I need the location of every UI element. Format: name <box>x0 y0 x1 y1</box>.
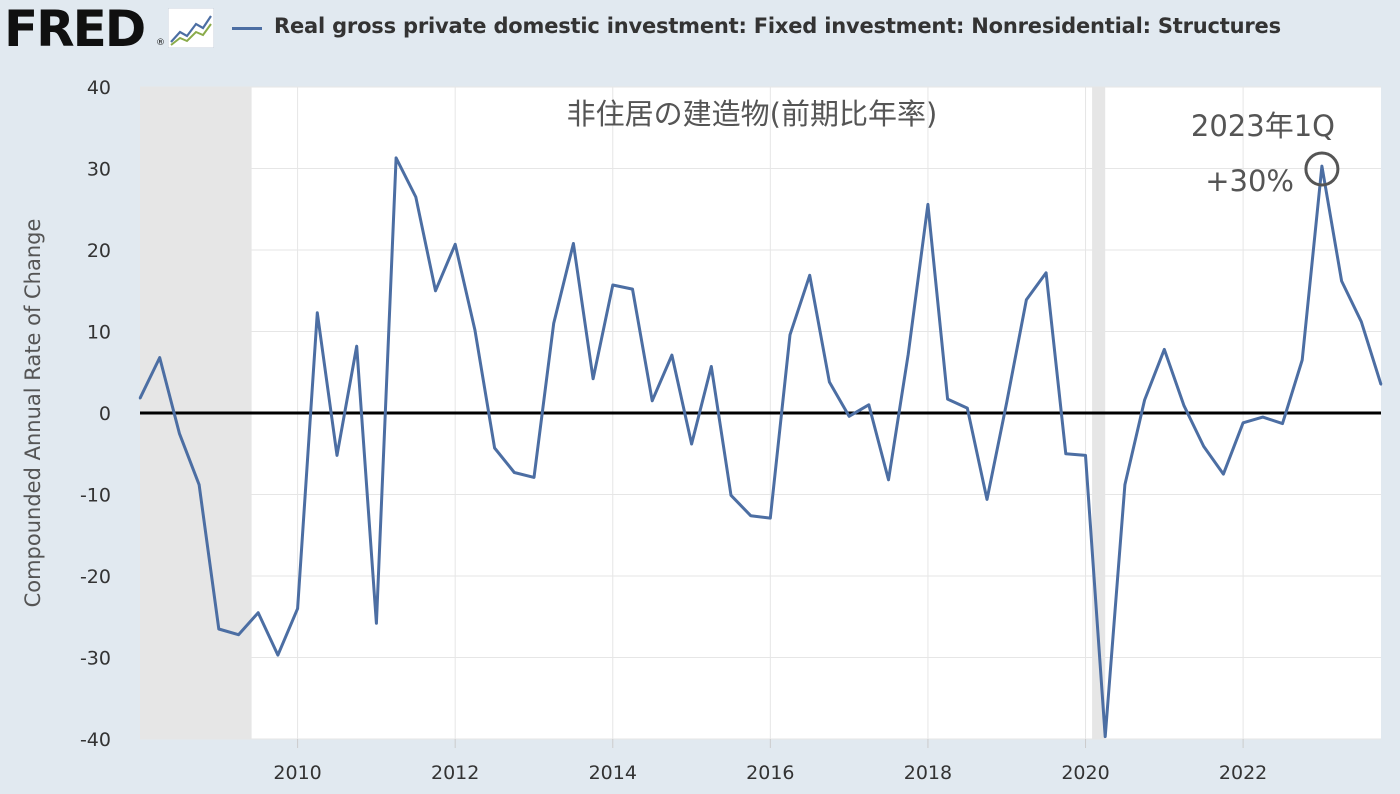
data-point <box>670 353 674 357</box>
y-tick-label: -30 <box>80 648 111 670</box>
data-point <box>434 289 437 292</box>
data-point <box>867 403 871 407</box>
y-tick-label: -40 <box>80 729 111 751</box>
data-point <box>453 243 457 246</box>
data-point <box>1044 271 1048 275</box>
data-point <box>1104 735 1107 738</box>
data-point <box>1143 398 1146 402</box>
data-point <box>729 494 733 497</box>
data-point <box>828 380 831 384</box>
data-point <box>788 333 792 336</box>
data-point <box>1005 401 1008 404</box>
data-point <box>631 287 634 291</box>
data-point <box>946 397 949 401</box>
data-point <box>690 442 693 446</box>
data-point <box>1222 472 1225 476</box>
data-point <box>493 446 496 450</box>
data-point <box>256 611 260 614</box>
data-point <box>552 322 555 325</box>
data-point <box>1084 454 1087 457</box>
data-point <box>217 627 220 631</box>
data-point <box>1379 383 1383 386</box>
annotation-value: +30% <box>1205 164 1294 198</box>
x-tick-label: 2012 <box>431 762 479 784</box>
data-point <box>138 397 142 400</box>
data-point <box>197 483 201 486</box>
y-tick-label: 30 <box>87 159 111 181</box>
y-tick-label: -20 <box>80 566 111 588</box>
data-point <box>650 399 654 402</box>
data-point <box>1281 422 1284 425</box>
data-point <box>1261 415 1265 419</box>
series-line[interactable] <box>138 156 1383 739</box>
data-point <box>276 653 280 657</box>
data-point <box>1182 404 1186 407</box>
y-axis-ticks: 40 30 20 10 0 -10 -20 -30 -40 <box>80 77 111 751</box>
data-point <box>335 454 339 457</box>
data-point <box>887 478 890 482</box>
x-tick-label: 2014 <box>589 762 637 784</box>
data-point <box>1163 348 1166 351</box>
data-point <box>847 415 851 418</box>
x-tick-label: 2018 <box>904 762 952 784</box>
data-point <box>513 471 516 474</box>
data-point <box>572 242 575 245</box>
data-point <box>355 344 358 348</box>
data-point <box>1025 298 1028 301</box>
data-point <box>473 328 477 332</box>
chart-header: FRED ® Real gross private domestic inves… <box>0 0 1400 64</box>
x-tick-label: 2022 <box>1219 762 1267 784</box>
data-point <box>749 514 752 517</box>
data-point <box>532 476 536 479</box>
data-point <box>1320 164 1324 168</box>
annotation-circle-marker <box>1304 151 1340 187</box>
data-point <box>907 353 910 356</box>
data-point <box>237 633 240 636</box>
data-point <box>1064 452 1068 455</box>
y-tick-label: 0 <box>99 403 111 425</box>
legend-swatch <box>232 27 262 30</box>
data-point <box>1123 483 1127 486</box>
fred-logo[interactable]: FRED <box>4 0 146 58</box>
data-point <box>1241 421 1245 424</box>
data-point <box>591 377 595 380</box>
data-point <box>1340 279 1343 283</box>
data-point <box>1202 445 1205 448</box>
data-point <box>316 311 319 314</box>
data-point <box>414 195 417 199</box>
chart-title: 非住居の建造物(前期比年率) <box>567 97 938 131</box>
data-point <box>611 283 614 287</box>
data-point <box>808 274 811 277</box>
x-tick-label: 2020 <box>1061 762 1109 784</box>
x-tick-label: 2016 <box>746 762 794 784</box>
data-point <box>966 406 969 410</box>
y-tick-label: 10 <box>87 322 111 344</box>
data-point <box>985 498 989 501</box>
series-title[interactable]: Real gross private domestic investment: … <box>274 14 1281 38</box>
data-point <box>296 607 299 610</box>
data-point <box>1301 358 1304 362</box>
line-graph-icon <box>168 8 214 48</box>
y-axis-label: Compounded Annual Rate of Change <box>21 219 45 608</box>
data-point <box>394 156 398 160</box>
data-point <box>375 622 378 625</box>
data-point <box>710 365 713 368</box>
x-axis-ticks: 2010 2012 2014 2016 2018 2020 2022 <box>273 739 1267 784</box>
y-tick-label: 20 <box>87 240 111 262</box>
data-point <box>158 356 161 359</box>
y-tick-label: -10 <box>80 485 111 507</box>
registered-mark: ® <box>156 38 165 48</box>
data-point <box>178 432 181 435</box>
y-tick-label: 40 <box>87 77 111 99</box>
data-point <box>769 516 772 520</box>
data-point <box>926 203 930 206</box>
annotation-quarter: 2023年1Q <box>1191 109 1335 143</box>
data-point <box>1360 320 1363 323</box>
x-tick-label: 2010 <box>273 762 321 784</box>
data-points <box>138 156 1383 738</box>
